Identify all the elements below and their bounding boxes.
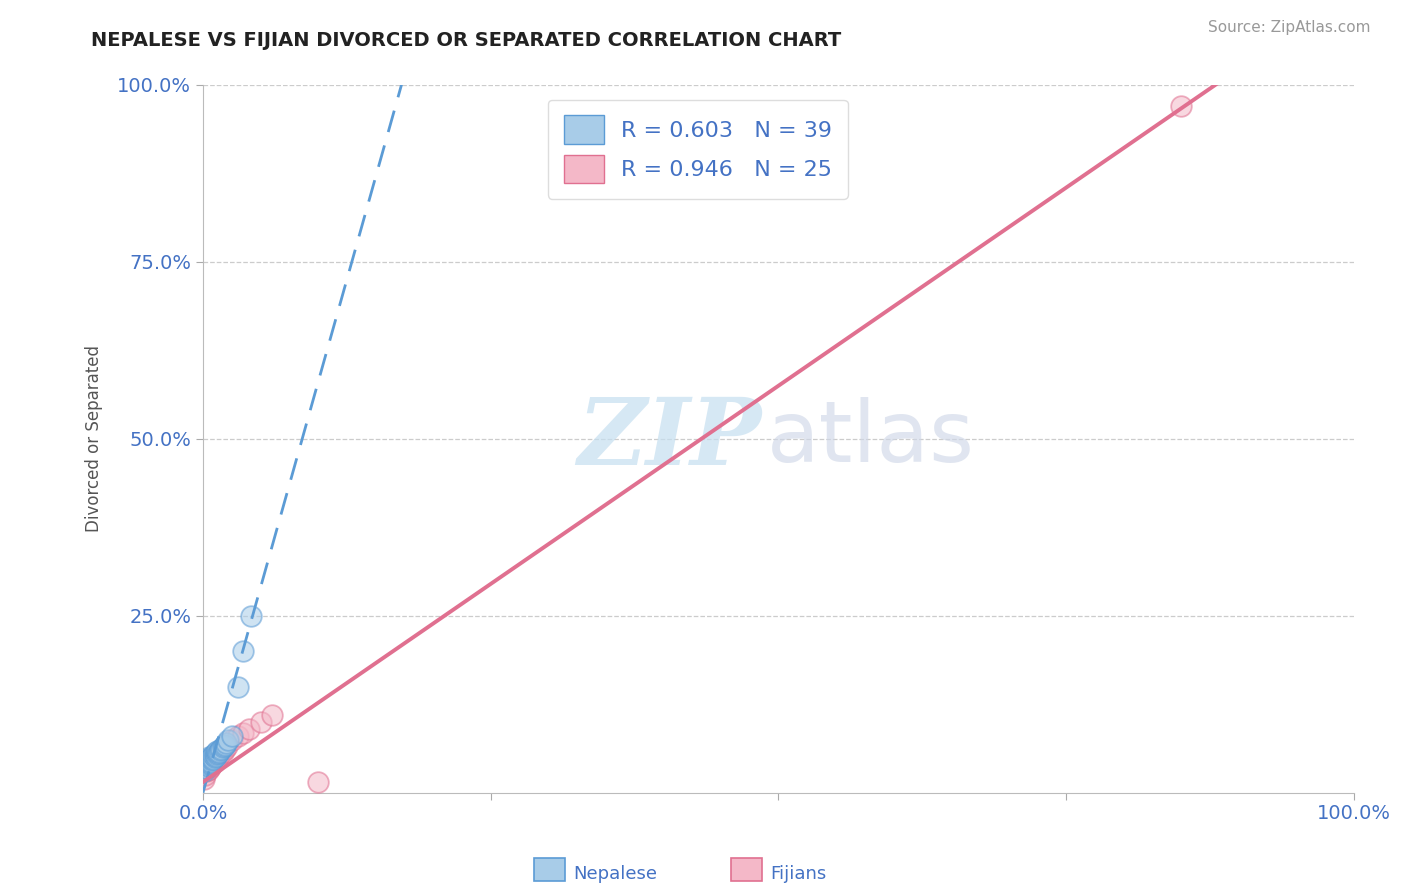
Text: Source: ZipAtlas.com: Source: ZipAtlas.com — [1208, 20, 1371, 35]
Point — [204, 747, 226, 761]
Point — [211, 745, 233, 759]
Point — [217, 739, 239, 753]
Point — [1170, 99, 1192, 113]
Text: Fijians: Fijians — [770, 865, 827, 883]
Point — [260, 707, 283, 722]
Point — [197, 758, 219, 772]
Point — [195, 761, 218, 775]
Point — [212, 739, 235, 753]
Point — [249, 714, 271, 729]
Point — [198, 756, 221, 770]
Point — [198, 760, 221, 774]
Point — [202, 748, 225, 763]
Point — [197, 752, 219, 766]
Legend: R = 0.603   N = 39, R = 0.946   N = 25: R = 0.603 N = 39, R = 0.946 N = 25 — [548, 100, 848, 199]
Point — [204, 755, 226, 769]
Text: ZIP: ZIP — [576, 393, 761, 483]
Point — [200, 751, 222, 765]
Point — [205, 752, 228, 766]
Point — [204, 748, 226, 763]
Point — [232, 644, 254, 658]
Point — [204, 750, 226, 764]
Point — [201, 757, 224, 772]
Point — [200, 755, 222, 769]
Point — [204, 753, 226, 767]
Point — [307, 775, 329, 789]
Point — [209, 741, 232, 756]
Y-axis label: Divorced or Separated: Divorced or Separated — [86, 345, 103, 533]
Point — [221, 729, 243, 743]
Text: atlas: atlas — [768, 397, 974, 480]
Point — [195, 764, 218, 779]
Point — [217, 732, 239, 747]
Point — [214, 741, 236, 756]
Point — [193, 764, 215, 779]
Point — [207, 750, 229, 764]
Point — [201, 753, 224, 767]
Point — [226, 729, 249, 743]
Point — [197, 757, 219, 772]
Point — [197, 762, 219, 776]
Point — [208, 745, 231, 759]
Point — [194, 768, 217, 782]
Point — [221, 732, 243, 747]
Point — [202, 752, 225, 766]
Point — [204, 745, 226, 759]
Point — [238, 722, 260, 736]
Point — [195, 757, 218, 772]
Point — [193, 772, 215, 786]
Point — [205, 747, 228, 762]
Point — [226, 680, 249, 694]
Point — [209, 747, 232, 762]
Point — [205, 744, 228, 758]
Point — [197, 763, 219, 777]
Point — [194, 757, 217, 772]
Point — [211, 740, 233, 755]
Text: Nepalese: Nepalese — [574, 865, 658, 883]
Point — [202, 756, 225, 770]
Point — [207, 746, 229, 760]
Point — [214, 738, 236, 752]
Point — [209, 743, 232, 757]
Point — [198, 752, 221, 766]
Point — [195, 754, 218, 768]
Point — [201, 749, 224, 764]
Point — [240, 608, 263, 623]
Point — [194, 761, 217, 775]
Point — [197, 750, 219, 764]
Point — [232, 725, 254, 739]
Point — [197, 754, 219, 768]
Point — [215, 736, 238, 750]
Text: NEPALESE VS FIJIAN DIVORCED OR SEPARATED CORRELATION CHART: NEPALESE VS FIJIAN DIVORCED OR SEPARATED… — [91, 31, 842, 50]
Point — [200, 758, 222, 772]
Point — [197, 756, 219, 770]
